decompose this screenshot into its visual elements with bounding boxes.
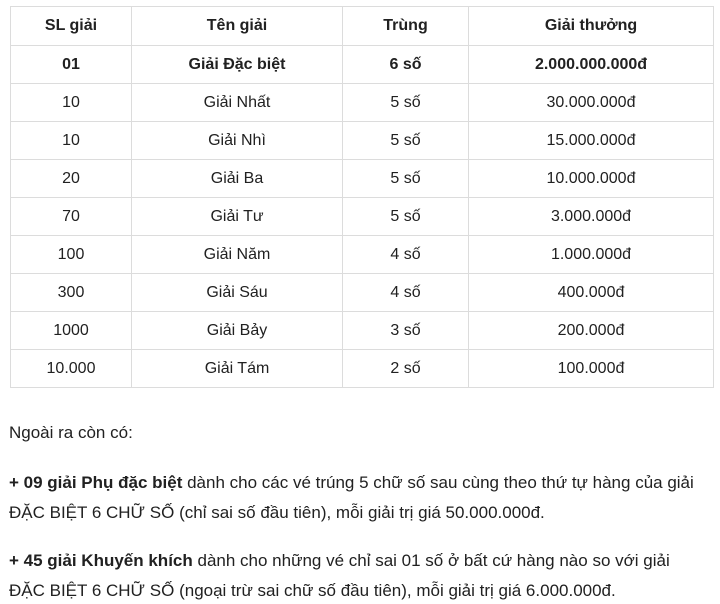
cell-reward: 30.000.000đ — [468, 83, 714, 122]
cell-match: 4 số — [342, 273, 469, 312]
table-row-ba: 20 Giải Ba 5 số 10.000.000đ — [10, 159, 714, 198]
cell-match: 3 số — [342, 311, 469, 350]
cell-reward: 100.000đ — [468, 349, 714, 388]
cell-prize-name: Giải Bảy — [131, 311, 343, 350]
cell-quantity: 20 — [10, 159, 132, 198]
cell-reward: 3.000.000đ — [468, 197, 714, 236]
cell-quantity: 10 — [10, 83, 132, 122]
cell-match: 6 số — [342, 45, 469, 84]
cell-prize-name: Giải Tám — [131, 349, 343, 388]
notes-intro: Ngoài ra còn có: — [9, 423, 133, 442]
cell-quantity: 100 — [10, 235, 132, 274]
header-sl-giai: SL giải — [10, 6, 132, 46]
header-row: SL giải Tên giải Trùng Giải thưởng — [10, 6, 714, 46]
note-khuyen-khich-body: dành cho những vé chỉ sai 01 số ở bất cứ… — [9, 551, 670, 600]
table-row-nam: 100 Giải Năm 4 số 1.000.000đ — [10, 235, 714, 274]
cell-match: 5 số — [342, 197, 469, 236]
cell-reward: 400.000đ — [468, 273, 714, 312]
table-row-bay: 1000 Giải Bảy 3 số 200.000đ — [10, 311, 714, 350]
cell-prize-name: Giải Sáu — [131, 273, 343, 312]
prize-table: SL giải Tên giải Trùng Giải thưởng 01 Gi… — [10, 6, 714, 388]
table-row-sau: 300 Giải Sáu 4 số 400.000đ — [10, 273, 714, 312]
note-phu-dac-biet-lead: + 09 giải Phụ đặc biệt — [9, 473, 183, 492]
cell-quantity: 70 — [10, 197, 132, 236]
table-row-tu: 70 Giải Tư 5 số 3.000.000đ — [10, 197, 714, 236]
cell-prize-name: Giải Năm — [131, 235, 343, 274]
cell-reward: 10.000.000đ — [468, 159, 714, 198]
cell-match: 5 số — [342, 159, 469, 198]
cell-quantity: 1000 — [10, 311, 132, 350]
cell-prize-name: Giải Nhì — [131, 121, 343, 160]
cell-quantity: 01 — [10, 45, 132, 84]
cell-prize-name: Giải Nhất — [131, 83, 343, 122]
cell-reward: 200.000đ — [468, 311, 714, 350]
table-row-nhi: 10 Giải Nhì 5 số 15.000.000đ — [10, 121, 714, 160]
table-row-tam: 10.000 Giải Tám 2 số 100.000đ — [10, 349, 714, 388]
cell-quantity: 10.000 — [10, 349, 132, 388]
cell-prize-name: Giải Tư — [131, 197, 343, 236]
cell-reward: 1.000.000đ — [468, 235, 714, 274]
cell-quantity: 10 — [10, 121, 132, 160]
cell-match: 5 số — [342, 121, 469, 160]
note-phu-dac-biet-body: dành cho các vé trúng 5 chữ số sau cùng … — [9, 473, 694, 522]
note-phu-dac-biet: + 09 giải Phụ đặc biệt dành cho các vé t… — [9, 468, 710, 528]
header-trung: Trùng — [342, 6, 469, 46]
cell-match: 2 số — [342, 349, 469, 388]
header-ten-giai: Tên giải — [131, 6, 343, 46]
note-khuyen-khich-lead: + 45 giải Khuyến khích — [9, 551, 193, 570]
note-khuyen-khich: + 45 giải Khuyến khích dành cho những vé… — [9, 546, 710, 604]
table-row-nhat: 10 Giải Nhất 5 số 30.000.000đ — [10, 83, 714, 122]
header-giai-thuong: Giải thưởng — [468, 6, 714, 46]
table-row-dac-biet: 01 Giải Đặc biệt 6 số 2.000.000.000đ — [10, 45, 714, 84]
notes-section: Ngoài ra còn có: + 09 giải Phụ đặc biệt … — [9, 418, 710, 604]
cell-match: 4 số — [342, 235, 469, 274]
prize-table-body: 01 Giải Đặc biệt 6 số 2.000.000.000đ 10 … — [10, 45, 714, 388]
cell-match: 5 số — [342, 83, 469, 122]
prize-table-header: SL giải Tên giải Trùng Giải thưởng — [10, 6, 714, 46]
cell-prize-name: Giải Ba — [131, 159, 343, 198]
cell-prize-name: Giải Đặc biệt — [131, 45, 343, 84]
cell-reward: 2.000.000.000đ — [468, 45, 714, 84]
cell-quantity: 300 — [10, 273, 132, 312]
cell-reward: 15.000.000đ — [468, 121, 714, 160]
